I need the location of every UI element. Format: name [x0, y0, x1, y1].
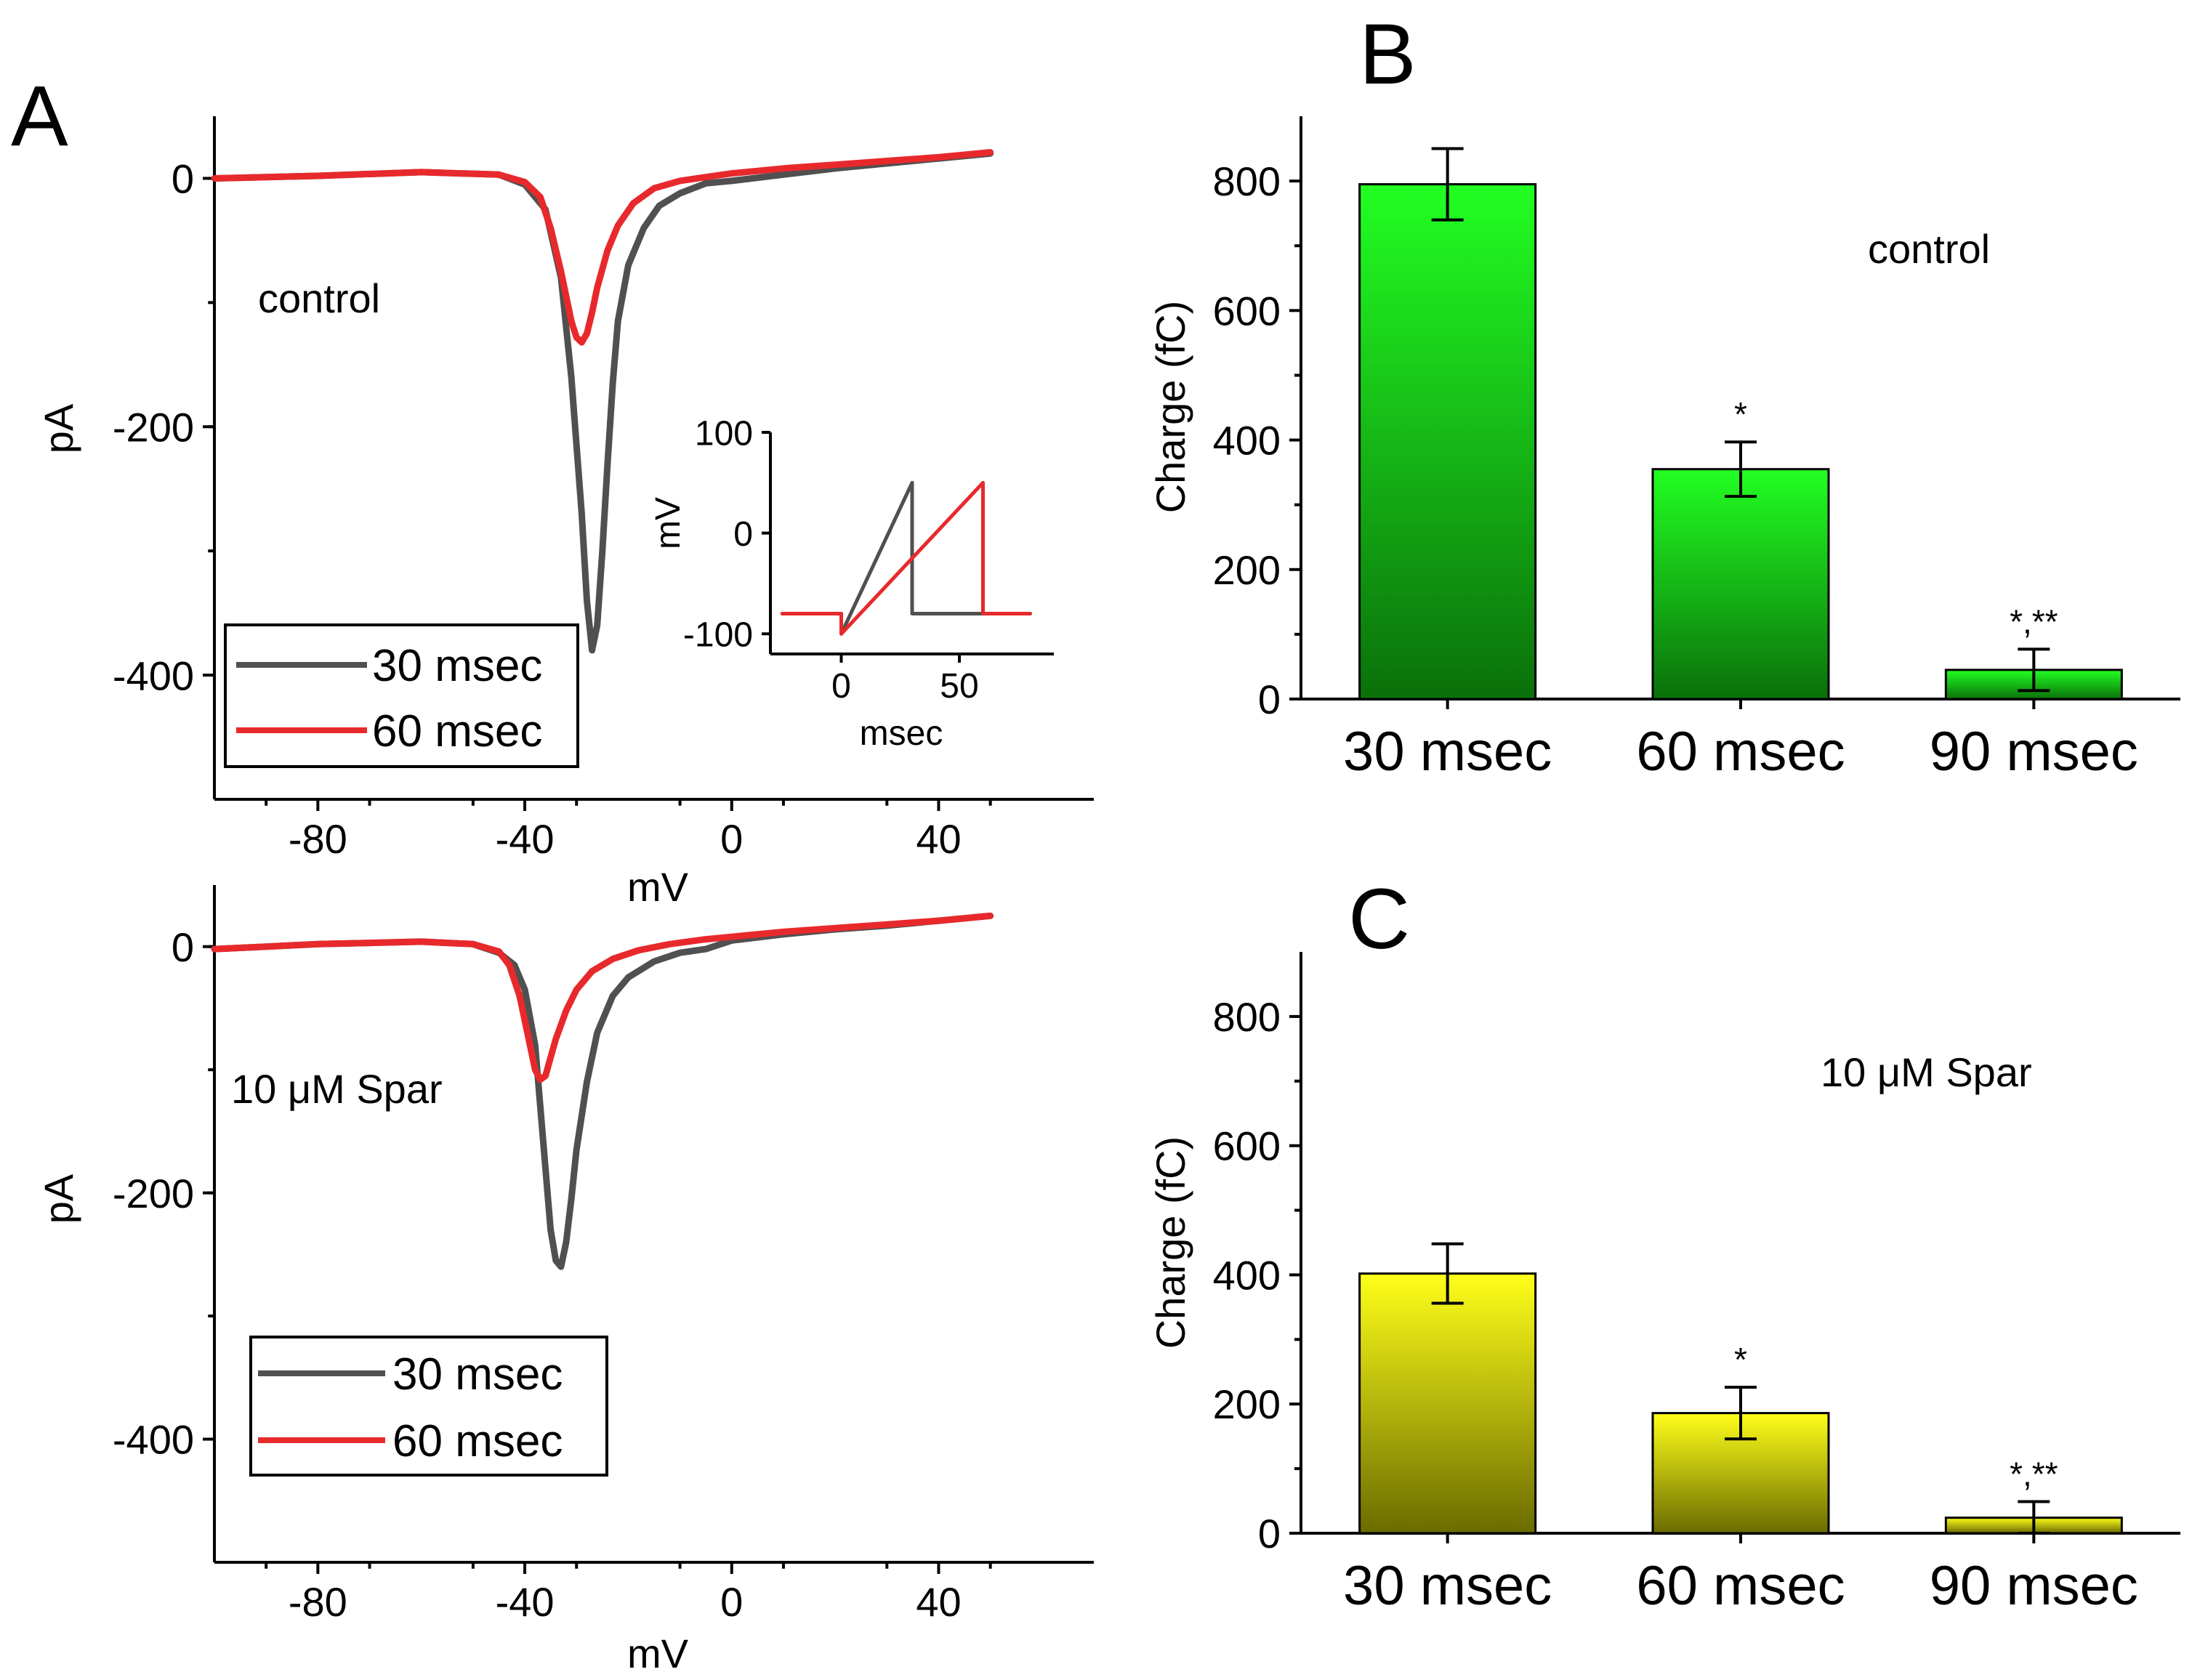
series-60-msec — [780, 480, 1032, 636]
category-label-90-msec: 90 msec — [1930, 1555, 2138, 1617]
x-tick-label: 0 — [720, 1579, 743, 1625]
panel-a-bottom-ticks: -80 -40 0 400-200-400 — [113, 924, 992, 1625]
series-30-msec — [211, 150, 994, 654]
x-tick-label: -80 — [289, 1579, 347, 1625]
y-tick-label: 800 — [1213, 158, 1281, 204]
x-tick-label: -40 — [496, 1579, 555, 1625]
legend-label-30-msec: 30 msec — [372, 641, 542, 691]
inset-ticks: 0 50 100 0 -100 — [683, 414, 979, 706]
panel-c-ylabel: Charge (fC) — [1148, 1136, 1193, 1349]
y-tick-label: 200 — [1213, 1381, 1281, 1427]
y-tick-label: -400 — [113, 1417, 194, 1463]
bar-30-msec — [1358, 1272, 1537, 1535]
significance-marker: * — [1734, 395, 1747, 433]
panel-a-top-xlabel: mV — [627, 864, 689, 910]
x-tick-label: 40 — [916, 1579, 961, 1625]
panel-b-chart: B control Charge (fC) 0 200 400 600 800 30 m… — [1148, 7, 2180, 783]
panel-c-bars: 30 msec 60 msec * 90 msec *,** — [1343, 1242, 2138, 1617]
legend-label-30-msec: 30 msec — [392, 1349, 563, 1400]
panel-c-chart: C 10 μM Spar Charge (fC) 0 200 400 600 800 3… — [1148, 871, 2180, 1617]
panel-a-bottom-chart: 10 μM Spar pA mV -80 -40 0 400-200-400 30 m… — [36, 885, 1094, 1676]
y-tick-label: 100 — [695, 414, 753, 453]
y-tick-label: 0 — [1258, 677, 1281, 722]
y-tick-label: 600 — [1213, 1123, 1281, 1169]
x-tick-label: 50 — [940, 667, 978, 706]
legend-label-60-msec: 60 msec — [372, 706, 542, 756]
y-tick-label: 800 — [1213, 994, 1281, 1040]
category-label-30-msec: 30 msec — [1343, 1555, 1552, 1617]
y-tick-label: 0 — [172, 924, 194, 970]
bar-30-msec — [1358, 183, 1537, 700]
legend-box — [249, 1336, 608, 1477]
panel-a-bottom-ylabel: pA — [36, 1174, 81, 1224]
panel-a-bottom-axes — [213, 885, 1094, 1564]
panel-label-c: C — [1348, 871, 1410, 967]
y-tick-label: 400 — [1213, 418, 1281, 464]
y-tick-label: 0 — [172, 156, 194, 202]
panel-a-top-chart: A control pA mV -80 -40 0 400-200-400 30 ms… — [11, 68, 1094, 910]
panel-a-top-series — [211, 149, 994, 654]
y-tick-label: 0 — [733, 515, 753, 554]
category-label-60-msec: 60 msec — [1636, 1555, 1845, 1617]
bar-60-msec — [1651, 468, 1830, 700]
y-tick-label: 0 — [1258, 1511, 1281, 1556]
category-label-30-msec: 30 msec — [1343, 721, 1552, 783]
x-tick-label: 0 — [831, 667, 851, 706]
inset-ylabel: mV — [649, 497, 688, 549]
panel-a-bottom-series — [211, 912, 994, 1270]
panel-label-b: B — [1359, 7, 1417, 102]
panel-a-top-axes — [213, 116, 1094, 801]
x-tick-label: -80 — [289, 816, 347, 862]
series-60-msec — [211, 149, 994, 346]
y-tick-label: -200 — [113, 404, 194, 450]
x-tick-label: 40 — [916, 816, 961, 862]
significance-marker: * — [1734, 1341, 1747, 1378]
x-tick-label: -40 — [496, 816, 555, 862]
y-tick-label: -100 — [683, 616, 753, 655]
panel-a-top-annotation: control — [258, 275, 380, 321]
significance-marker: *,** — [2010, 602, 2058, 640]
significance-marker: *,** — [2010, 1455, 2058, 1493]
series-60-msec — [211, 912, 994, 1083]
panel-a-top-ticks: -80 -40 0 400-200-400 — [113, 156, 992, 862]
panel-b-ylabel: Charge (fC) — [1148, 301, 1193, 514]
panel-b-bars: 30 msec 60 msec * 90 msec *,** — [1343, 147, 2138, 783]
panel-a-top-ylabel: pA — [36, 403, 81, 453]
inset-xlabel: msec — [860, 714, 943, 753]
inset-axes — [769, 432, 1054, 655]
category-label-60-msec: 60 msec — [1636, 721, 1845, 783]
inset-series — [780, 480, 1032, 636]
panel-c-ticks: 0 200 400 600 800 — [1213, 994, 1301, 1556]
category-label-90-msec: 90 msec — [1930, 721, 2138, 783]
panel-a-bottom-legend: 30 msec 60 msec — [249, 1336, 608, 1477]
y-tick-label: 400 — [1213, 1252, 1281, 1298]
legend-label-60-msec: 60 msec — [392, 1416, 563, 1466]
y-tick-label: 600 — [1213, 288, 1281, 334]
y-tick-label: -200 — [113, 1171, 194, 1216]
panel-b-annotation: control — [1868, 226, 1990, 272]
y-tick-label: 200 — [1213, 547, 1281, 593]
x-tick-label: 0 — [720, 816, 743, 862]
panel-a-bottom-xlabel: mV — [627, 1631, 689, 1676]
legend-box — [224, 623, 579, 768]
panel-c-annotation: 10 μM Spar — [1821, 1049, 2032, 1095]
panel-a-bottom-annotation: 10 μM Spar — [231, 1066, 443, 1112]
y-tick-label: -400 — [113, 653, 194, 698]
panel-label-a: A — [11, 68, 68, 164]
panel-a-top-legend: 30 msec 60 msec — [224, 623, 579, 768]
panel-b-ticks: 0 200 400 600 800 — [1213, 158, 1301, 722]
panel-a-inset: mV msec 0 50 100 0 -100 — [649, 414, 1054, 753]
series-30-msec — [780, 480, 1032, 636]
